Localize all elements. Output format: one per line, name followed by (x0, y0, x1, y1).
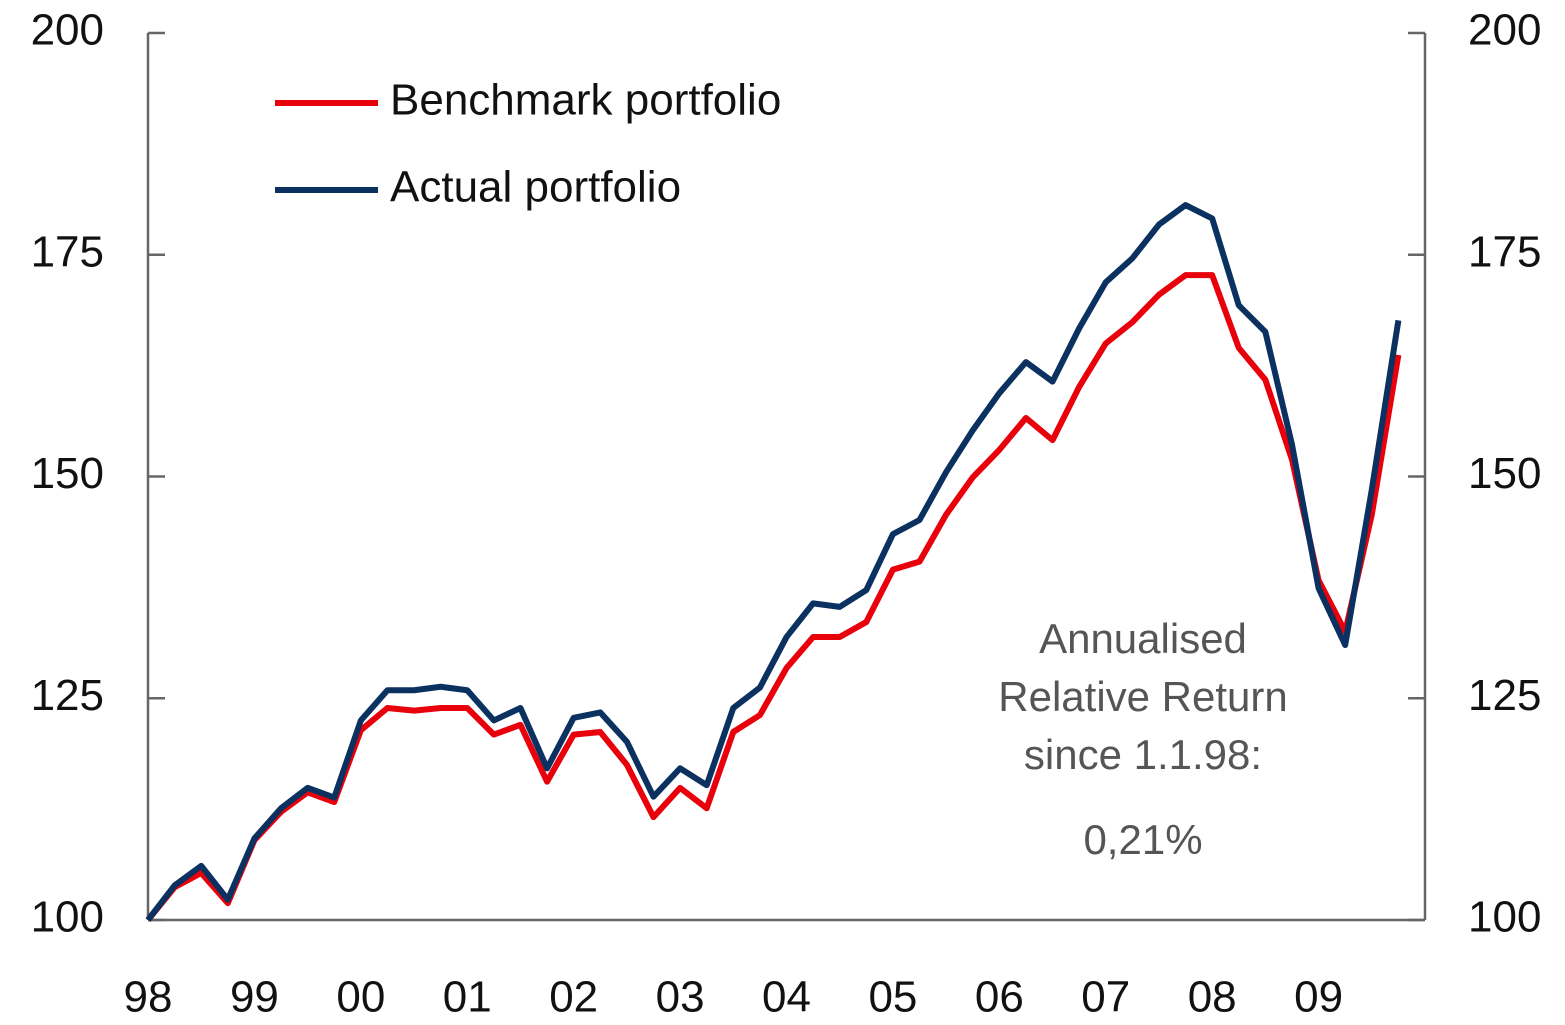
annotation: Annualised (1039, 615, 1247, 662)
x-tick-label: 00 (336, 973, 385, 1022)
annotation: since 1.1.98: (1024, 731, 1262, 778)
series-line (145, 272, 1402, 922)
x-tick-label: 99 (230, 973, 279, 1022)
y-tick-label: 100 (31, 893, 104, 942)
x-tick-label: 06 (975, 973, 1024, 1022)
x-tick-label: 07 (1081, 973, 1130, 1022)
y-tick-label: 175 (31, 227, 104, 276)
y-tick-label: 150 (31, 449, 104, 498)
y2-tick-label: 150 (1468, 449, 1541, 498)
y2-tick-label: 100 (1468, 893, 1541, 942)
x-tick-label: 09 (1294, 973, 1343, 1022)
y-tick-label: 200 (31, 6, 104, 55)
legend-label: Actual portfolio (390, 163, 681, 212)
y-tick-label: 125 (31, 671, 104, 720)
x-tick-label: 05 (868, 973, 917, 1022)
y2-tick-label: 175 (1468, 227, 1541, 276)
y2-tick-label: 125 (1468, 671, 1541, 720)
series-line (145, 202, 1402, 922)
x-tick-label: 03 (656, 973, 705, 1022)
x-tick-label: 98 (124, 973, 173, 1022)
x-tick-label: 02 (549, 973, 598, 1022)
x-tick-label: 04 (762, 973, 811, 1022)
x-tick-label: 08 (1188, 973, 1237, 1022)
legend-label: Benchmark portfolio (390, 76, 781, 125)
annotation: Relative Return (998, 673, 1287, 720)
annotation: 0,21% (1083, 816, 1202, 863)
x-tick-label: 01 (443, 973, 492, 1022)
y2-tick-label: 200 (1468, 6, 1541, 55)
